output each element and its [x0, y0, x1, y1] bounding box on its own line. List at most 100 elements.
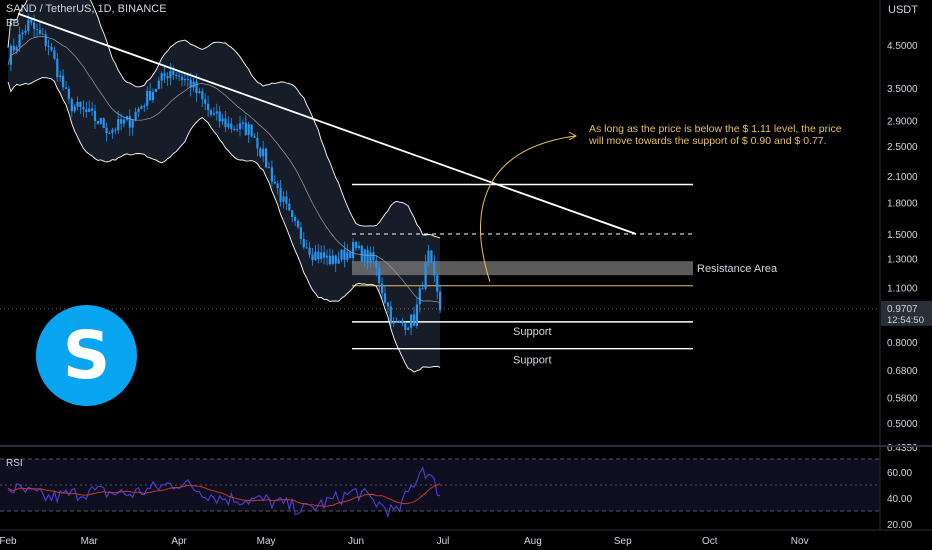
bollinger-band-fill [8, 0, 441, 373]
candle-body [372, 252, 375, 261]
price-tick-label: 2.5000 [887, 142, 918, 153]
candle-body [209, 110, 213, 115]
candle-body [91, 108, 94, 111]
candle-body [267, 167, 271, 169]
candle-body [320, 252, 323, 259]
descending-trendline [17, 12, 637, 235]
rsi-line [7, 466, 441, 519]
candle-body [430, 250, 433, 262]
upper-band [7, 0, 441, 239]
price-tick-label: 2.1000 [887, 172, 918, 183]
candle-body [82, 107, 85, 110]
candle-body [439, 291, 442, 311]
candle-body [102, 118, 105, 129]
candle-body [421, 288, 424, 290]
resistance-area-label: Resistance Area [697, 263, 778, 275]
candle-body [149, 90, 152, 101]
candle-body [154, 88, 157, 92]
candle-body [375, 260, 378, 268]
candle-body [53, 50, 56, 59]
annotation-arrowhead-icon [568, 131, 578, 141]
candle-body [349, 252, 352, 259]
candle-body [308, 247, 311, 255]
candle-body [418, 288, 421, 305]
candle-body [111, 129, 114, 133]
price-tick-label: 0.4350 [887, 443, 918, 454]
price-tick-label: 1.1000 [887, 283, 918, 294]
candle-body [305, 247, 308, 249]
price-axis: 4.5000 3.5000 2.9000 2.5000 2.1000 1.8000 1.50… [879, 0, 932, 530]
price-tick-label: 0.5800 [887, 393, 918, 404]
candle-body [160, 73, 163, 81]
candle-body [146, 90, 149, 106]
rsi-tick-label: 20.00 [887, 520, 912, 531]
last-price-badge[interactable] [881, 300, 932, 326]
candle-body [35, 28, 39, 30]
time-tick-label: Mar [81, 536, 99, 547]
candle-body [93, 110, 97, 122]
candle-body [198, 91, 201, 94]
candle-body [337, 259, 340, 264]
price-tick-label: 0.5000 [887, 419, 918, 430]
logo-glyph: S [62, 316, 111, 394]
sandbox-logo-icon: S [36, 305, 137, 406]
candle-body [59, 75, 62, 78]
candle-body [410, 314, 413, 328]
candle-body [47, 45, 50, 47]
price-tick-label: 3.5000 [887, 84, 918, 95]
candle-body [183, 78, 186, 81]
candle-body [314, 251, 317, 261]
annotation-text-line2: will move towards the support of $ 0.90 … [588, 135, 827, 147]
annotation-arrow-curve [480, 135, 576, 282]
candle-body [215, 111, 218, 114]
candle-body [328, 255, 331, 265]
candle-body [296, 220, 300, 228]
candle-body [369, 252, 372, 263]
candle-body [140, 106, 143, 109]
last-price-value: 0.9707 [887, 304, 918, 315]
candle-body [331, 255, 334, 265]
candle-body [67, 88, 70, 99]
candle-body [317, 251, 320, 259]
candle-body [56, 58, 59, 78]
candle-body [30, 19, 33, 23]
candle-body [157, 80, 160, 89]
bollinger-indicator-label[interactable]: BB [6, 18, 20, 29]
candle-body [340, 249, 343, 260]
time-tick-label: Aug [524, 536, 542, 547]
band-area [8, 0, 441, 373]
time-axis: Feb Mar Apr May Jun Jul Aug Sep Oct Nov [0, 529, 932, 547]
candle-body [117, 119, 120, 131]
candle-body [265, 148, 268, 168]
lower-band [7, 77, 441, 373]
resistance-zone [352, 261, 693, 276]
candle-body [79, 101, 82, 108]
candle-body [354, 242, 358, 249]
price-tick-label: 4.5000 [887, 41, 918, 52]
bar-countdown: 12:54:50 [887, 315, 924, 326]
candle-body [151, 91, 155, 101]
candle-body [218, 111, 221, 122]
rsi-ma-line [7, 483, 441, 507]
price-tick-label: 2.9000 [887, 117, 918, 128]
candle-body [122, 119, 126, 124]
candle-body [299, 227, 302, 239]
candle-body [389, 306, 392, 324]
candle-body [363, 249, 366, 262]
candle-body [62, 75, 65, 88]
candle-body [247, 124, 250, 135]
candle-body [38, 29, 41, 34]
rsi-indicator-label[interactable]: RSI [6, 458, 23, 469]
candle-body [250, 124, 253, 137]
candle-body [201, 91, 204, 100]
candle-body [343, 249, 346, 260]
candle-body [21, 32, 24, 35]
candle-body [276, 183, 279, 189]
candle-body [288, 203, 291, 211]
candle-body [137, 108, 140, 112]
support-label-lower: Support [513, 355, 552, 367]
candle-body [360, 245, 363, 262]
candle-body [73, 106, 76, 112]
price-axis-currency[interactable]: USDT [888, 4, 918, 16]
